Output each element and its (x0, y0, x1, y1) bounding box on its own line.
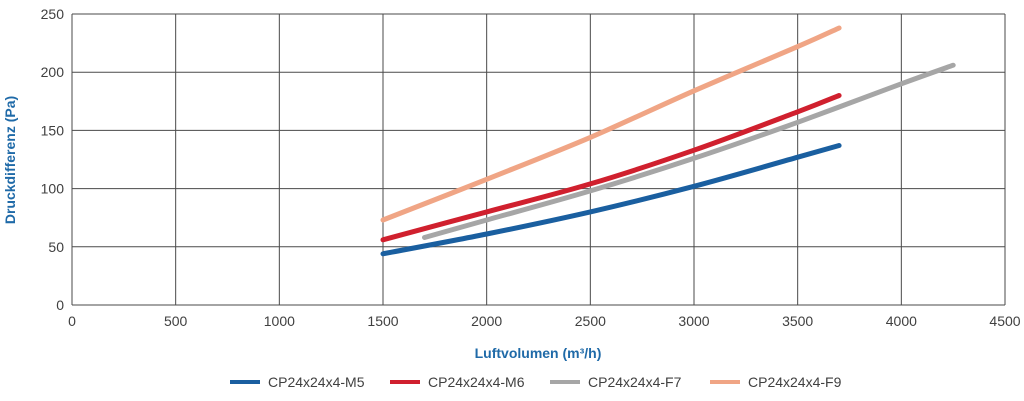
x-tick-label: 1500 (367, 313, 398, 329)
y-tick-label: 50 (48, 239, 64, 255)
x-tick-label: 3000 (678, 313, 709, 329)
grid (71, 13, 1006, 306)
x-tick-label: 0 (68, 313, 76, 329)
legend-item: CP24x24x4-M5 (230, 374, 365, 390)
x-tick-label: 4500 (989, 313, 1020, 329)
legend: CP24x24x4-M5 CP24x24x4-M6 CP24x24x4-F7 CP24… (230, 374, 842, 390)
legend-item: CP24x24x4-M6 (390, 374, 525, 390)
legend-label: CP24x24x4-F9 (748, 374, 842, 390)
y-tick-label: 150 (41, 122, 65, 138)
series-line-cp24x24x4-m5 (380, 143, 842, 257)
x-axis-title: Luftvolumen (m³/h) (475, 345, 602, 361)
series-line-cp24x24x4-m6 (380, 93, 842, 243)
legend-label: CP24x24x4-M5 (268, 374, 365, 390)
y-tick-label: 200 (41, 64, 65, 80)
series-line-cp24x24x4-f7 (422, 62, 956, 240)
x-tick-label: 4000 (886, 313, 917, 329)
y-tick-label: 0 (56, 297, 64, 313)
y-axis-title: Druckdifferenz (Pa) (2, 96, 18, 224)
legend-item: CP24x24x4-F9 (710, 374, 842, 390)
series-line-cp24x24x4-f9 (380, 25, 842, 223)
legend-item: CP24x24x4-F7 (550, 374, 682, 390)
y-tick-label: 250 (41, 6, 65, 22)
legend-label: CP24x24x4-F7 (588, 374, 682, 390)
legend-label: CP24x24x4-M6 (428, 374, 525, 390)
tick-labels: 0 500 1000 1500 2000 2500 3000 3500 4000 4500 0 50 1… (41, 6, 1021, 329)
x-tick-label: 2000 (471, 313, 502, 329)
y-tick-label: 100 (41, 181, 65, 197)
x-tick-label: 3500 (782, 313, 813, 329)
x-tick-label: 2500 (575, 313, 606, 329)
x-tick-label: 500 (164, 313, 188, 329)
series-lines (380, 25, 956, 257)
x-tick-label: 1000 (264, 313, 295, 329)
